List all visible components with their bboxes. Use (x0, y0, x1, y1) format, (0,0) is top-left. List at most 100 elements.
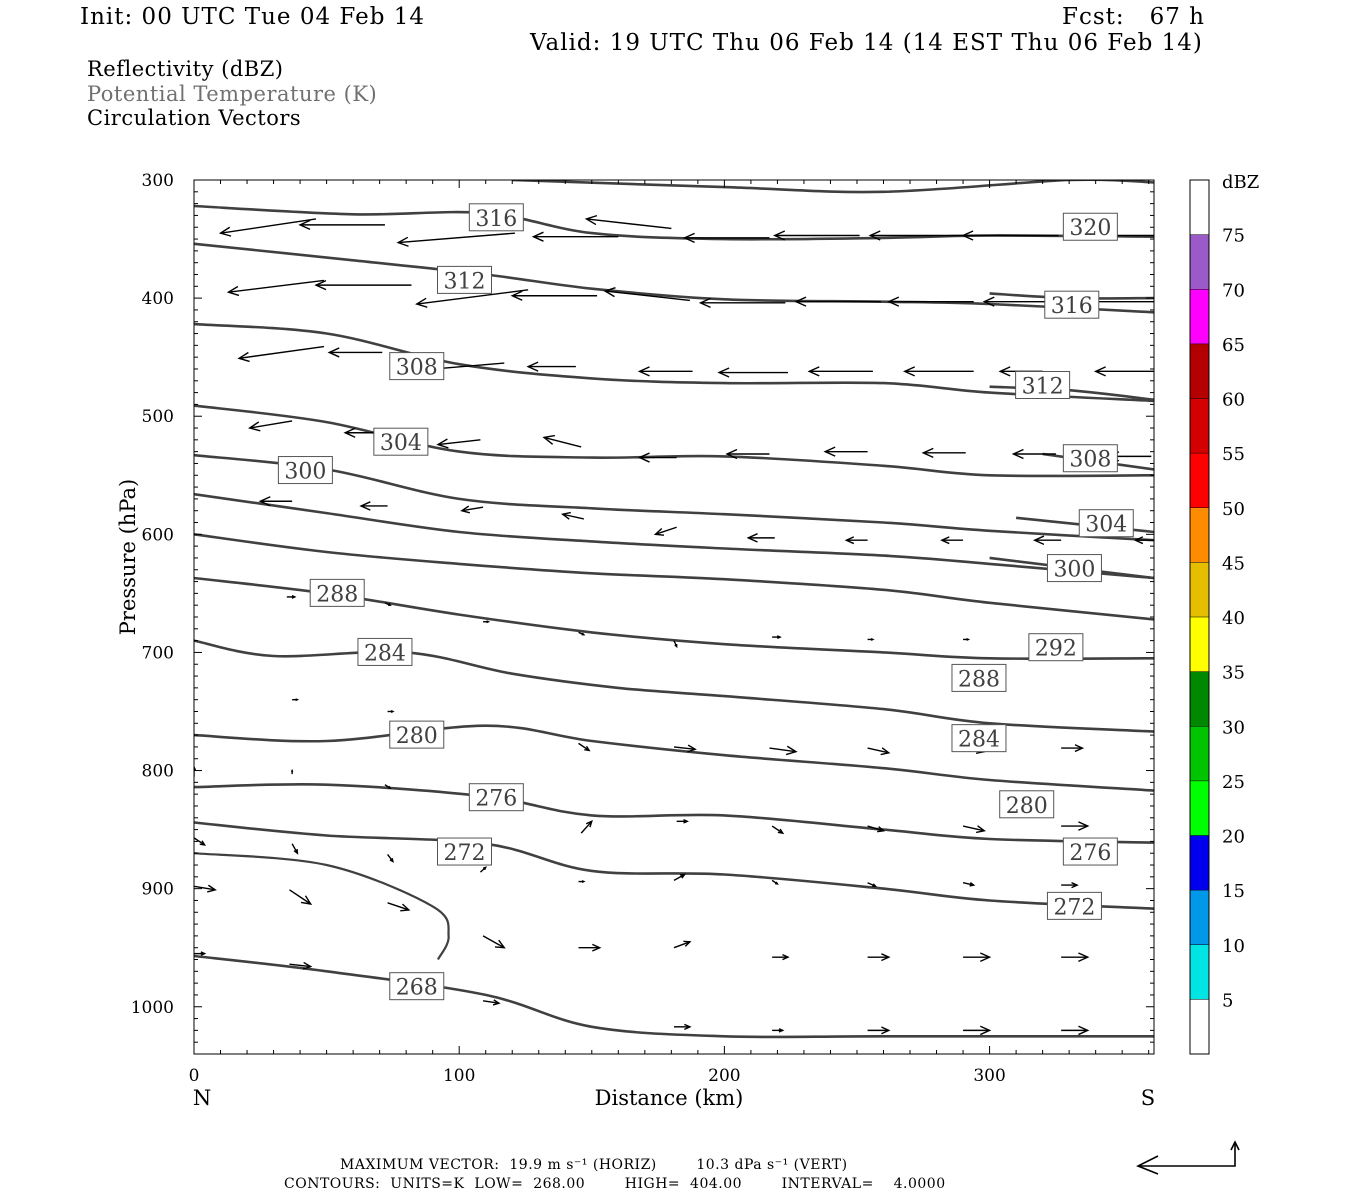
circulation-vector (772, 1028, 785, 1033)
circulation-vector (387, 902, 411, 912)
theta-contour-276 (194, 782, 1154, 844)
contour-label: 272 (1053, 895, 1095, 920)
circulation-vector (769, 745, 798, 756)
colorbar-swatch (1190, 234, 1209, 290)
circulation-vector (653, 526, 677, 536)
contour-label-box (357, 637, 413, 666)
contour-label: 284 (364, 641, 406, 666)
colorbar-tick-label: 15 (1222, 881, 1245, 902)
max-vector-note: MAXIMUM VECTOR: 19.9 m s⁻¹ (HORIZ) 10.3 … (340, 1157, 848, 1173)
colorbar-tick-label: 25 (1222, 772, 1245, 793)
circulation-vector (479, 866, 487, 873)
circulation-vector (258, 496, 293, 507)
circulation-vector (963, 1025, 992, 1036)
circulation-vector (717, 367, 789, 378)
circulation-vector (384, 602, 392, 606)
circulation-vector (921, 447, 966, 458)
contour-label: 320 (1069, 216, 1111, 241)
theta-contour-312 (194, 242, 1154, 314)
circulation-vector (673, 640, 678, 649)
circulation-vector (292, 698, 300, 702)
circulation-vector (1011, 448, 1056, 460)
contour-label: 300 (1053, 558, 1095, 583)
theta-contour-268 (194, 954, 1154, 1039)
y-tick-label: 500 (142, 407, 174, 427)
contour-label: 288 (316, 582, 358, 607)
theta-contour-cold-pool (194, 852, 450, 961)
colorbar-tick-label: 20 (1222, 827, 1245, 848)
circulation-vector (1133, 536, 1154, 545)
circulation-vector (962, 882, 976, 887)
contour-label: 280 (396, 724, 438, 749)
circulation-vector (578, 943, 602, 952)
contour-label-box (951, 724, 1007, 753)
circulation-vector (298, 219, 385, 231)
circulation-vector (867, 953, 891, 962)
colorbar-tick-label: 60 (1222, 390, 1245, 411)
circulation-vector (289, 889, 313, 905)
contour-label: 316 (475, 207, 517, 232)
colorbar-tick-label: 45 (1222, 553, 1245, 574)
circulation-vector (289, 961, 313, 970)
colorbar-swatch (1190, 343, 1209, 399)
colorbar-tick-label: 10 (1222, 936, 1245, 957)
colorbar-unit-label: dBZ (1222, 172, 1259, 193)
contour-label: 276 (1069, 841, 1111, 866)
circulation-vector (674, 1023, 692, 1030)
reference-vector-icon (1136, 1140, 1240, 1175)
field-label-circulation-vectors: Circulation Vectors (87, 106, 302, 130)
colorbar-swatch (1190, 835, 1209, 891)
circulation-vector (794, 296, 881, 307)
circulation-vector (1061, 881, 1079, 889)
circulation-vector (327, 347, 383, 358)
circulation-vector (560, 511, 584, 520)
theta-contour-308 (194, 322, 1154, 403)
circulation-vector (673, 744, 697, 753)
circulation-vector (903, 366, 974, 377)
circulation-vector (676, 819, 689, 824)
contour-label-box (1046, 891, 1102, 920)
colorbar-swatch (1190, 507, 1209, 563)
circulation-vector (771, 879, 779, 885)
colorbar-tick-label: 55 (1222, 444, 1245, 465)
circulation-vector (460, 505, 484, 514)
colorbar-swatch (1190, 453, 1209, 508)
contour-label-box (277, 456, 333, 485)
contour-label-box (1062, 837, 1118, 866)
circulation-vector (580, 820, 593, 834)
plot-frame (193, 179, 1155, 1055)
circulation-vector (682, 232, 770, 244)
contour-label: 268 (396, 976, 438, 1001)
field-label-potential-temperature: Potential Temperature (K) (87, 82, 378, 106)
circulation-vector (218, 218, 317, 237)
circulation-vector (194, 765, 197, 777)
contour-label-box (309, 578, 365, 607)
valid-time: Valid: 19 UTC Thu 06 Feb 14 (14 EST Thu … (530, 30, 1203, 56)
contour-label: 288 (958, 667, 1000, 692)
y-tick-label: 600 (142, 525, 174, 545)
circulation-vector (746, 533, 775, 543)
circulation-vector (1093, 366, 1154, 377)
colorbar-tick-label: 50 (1222, 499, 1245, 520)
contour-label: 312 (443, 269, 485, 294)
circulation-vector (963, 952, 992, 962)
init-time: Init: 00 UTC Tue 04 Feb 14 (80, 4, 426, 30)
circulation-vector (248, 420, 293, 432)
contour-label-box (389, 720, 445, 749)
contour-label: 304 (1085, 513, 1127, 538)
colorbar-swatch (1190, 890, 1209, 945)
contour-label-box (1044, 290, 1100, 319)
circulation-vector (940, 536, 964, 545)
circulation-vector (359, 501, 388, 511)
circulation-vector (387, 853, 394, 863)
circulation-vector (772, 635, 782, 639)
theta-contour-280 (194, 724, 1154, 792)
contour-label: 304 (380, 431, 422, 456)
contour-label-box (389, 352, 445, 381)
colorbar-tick-label: 30 (1222, 717, 1245, 738)
x-axis-label: Distance (km) (595, 1086, 744, 1110)
contour-label: 308 (1069, 448, 1111, 473)
y-tick-label: 700 (142, 643, 174, 663)
theta-contour-300 (194, 453, 1154, 542)
colorbar-tick-label: 35 (1222, 663, 1245, 684)
